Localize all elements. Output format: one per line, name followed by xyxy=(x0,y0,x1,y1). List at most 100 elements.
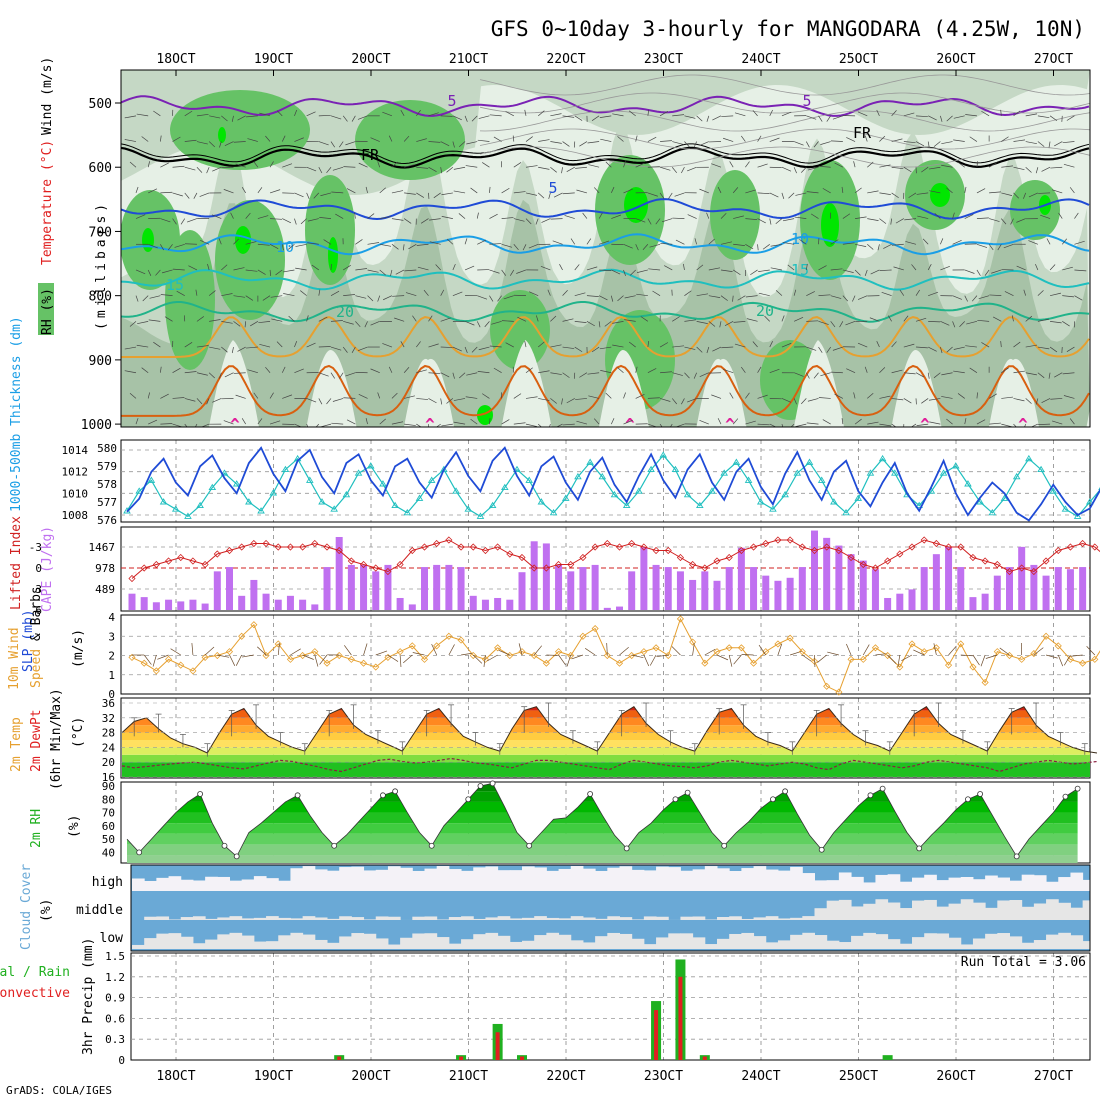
cloud-high xyxy=(314,869,328,891)
cloud-high xyxy=(656,866,669,891)
wind-barb xyxy=(915,372,925,378)
wind-barb xyxy=(729,161,734,168)
wind-barb xyxy=(916,423,929,426)
wind-barb xyxy=(732,269,741,276)
wind-barb xyxy=(752,110,758,117)
wind10-point xyxy=(615,659,624,667)
cloud-high-label: high xyxy=(92,875,123,890)
rh-point xyxy=(782,788,789,795)
wind-barb xyxy=(184,110,193,117)
thickness-point xyxy=(366,462,375,469)
wind-barb xyxy=(732,418,739,425)
wind-barb xyxy=(807,166,819,171)
thickness-point xyxy=(1025,454,1033,462)
rh-label: RH (%) xyxy=(40,288,55,335)
wind-barb xyxy=(758,269,770,272)
wind-barb xyxy=(231,115,234,122)
wind-barb xyxy=(501,243,513,248)
wind-barb xyxy=(855,216,867,219)
li-point xyxy=(1091,543,1099,551)
cloud-high xyxy=(692,869,706,891)
wind-barb xyxy=(586,321,595,327)
wind10-barb xyxy=(229,654,236,666)
cloud-high xyxy=(595,870,608,891)
wind-barb xyxy=(672,345,685,348)
cloud-low xyxy=(656,937,669,949)
wind-barb xyxy=(1074,269,1087,272)
cloud-low xyxy=(156,933,170,949)
wind-barb xyxy=(846,368,856,374)
wind-barb xyxy=(593,418,600,425)
cloud-middle xyxy=(790,917,803,920)
wind-barb xyxy=(806,291,815,296)
temp-tick-36: 36 xyxy=(102,697,115,710)
wind-barb xyxy=(367,242,380,245)
wind10-barb xyxy=(619,647,629,656)
wind-barb xyxy=(708,321,716,327)
wind-barb xyxy=(377,392,381,399)
wind-barb xyxy=(209,115,221,119)
wind-barb xyxy=(793,398,797,405)
wind-barb xyxy=(513,162,522,168)
slp-tick-1008: 1008 xyxy=(62,509,89,522)
wind-barb xyxy=(135,295,139,302)
li-point xyxy=(128,574,136,583)
cloud-middle xyxy=(1021,906,1035,920)
rh-band xyxy=(127,833,1078,845)
wind-barb xyxy=(281,135,286,142)
wind-barb xyxy=(997,244,1002,251)
thickness-point xyxy=(842,508,850,516)
wind-barb xyxy=(249,321,259,327)
thickness-tick-579: 579 xyxy=(97,460,117,473)
wind10-point xyxy=(676,615,685,623)
x-tick-top-26OCT: 26OCT xyxy=(936,52,975,67)
wind-barb xyxy=(879,269,892,271)
thickness-point xyxy=(817,476,826,483)
wind-barb xyxy=(708,295,721,298)
wind-barb xyxy=(806,191,819,194)
x-tick-bottom-24OCT: 24OCT xyxy=(741,1069,780,1084)
wind-barb xyxy=(370,368,380,374)
rh-point xyxy=(879,785,886,792)
wind-barb xyxy=(195,289,198,296)
rh-blob-bright xyxy=(142,228,154,252)
temp-frame xyxy=(120,697,1091,779)
cape-bar xyxy=(457,567,465,610)
wind-barb xyxy=(377,295,381,302)
cape-bar xyxy=(701,571,709,610)
wind-barb xyxy=(548,192,551,199)
wind-barb xyxy=(332,166,344,171)
cloud-middle xyxy=(461,916,474,920)
wind-barb xyxy=(740,135,746,142)
wind-barb xyxy=(696,264,704,271)
wind-barb xyxy=(466,372,478,376)
cloud-low xyxy=(607,932,620,949)
thickness-point xyxy=(878,454,887,462)
wind-barb xyxy=(489,295,494,302)
cloud-middle xyxy=(765,916,779,920)
wind-barb xyxy=(186,218,198,223)
wind-barb xyxy=(355,239,363,245)
wind-barb xyxy=(904,218,917,221)
cloud-middle xyxy=(656,916,669,920)
wind-barb xyxy=(903,112,915,117)
wind-barb xyxy=(1048,372,1051,379)
wind-barb xyxy=(867,190,879,194)
wind10-barb xyxy=(387,654,399,662)
temp-ylabel-1: 2m Temp xyxy=(9,717,24,772)
cape-bar xyxy=(1054,567,1062,610)
wind-barb xyxy=(795,192,807,196)
wind-barb xyxy=(706,212,710,219)
wind-barb xyxy=(732,187,739,194)
cape-bar xyxy=(737,547,745,610)
wind-barb xyxy=(992,316,1002,322)
wind-barb xyxy=(262,295,271,301)
cloud-low xyxy=(899,943,913,949)
wind-barb xyxy=(379,243,392,247)
wind-barb xyxy=(989,191,1001,194)
cloud-low xyxy=(741,932,755,949)
cloud-low xyxy=(1021,942,1035,949)
wind-barb xyxy=(332,398,344,402)
cloud-high xyxy=(1058,877,1071,891)
cloud-low xyxy=(863,932,876,949)
